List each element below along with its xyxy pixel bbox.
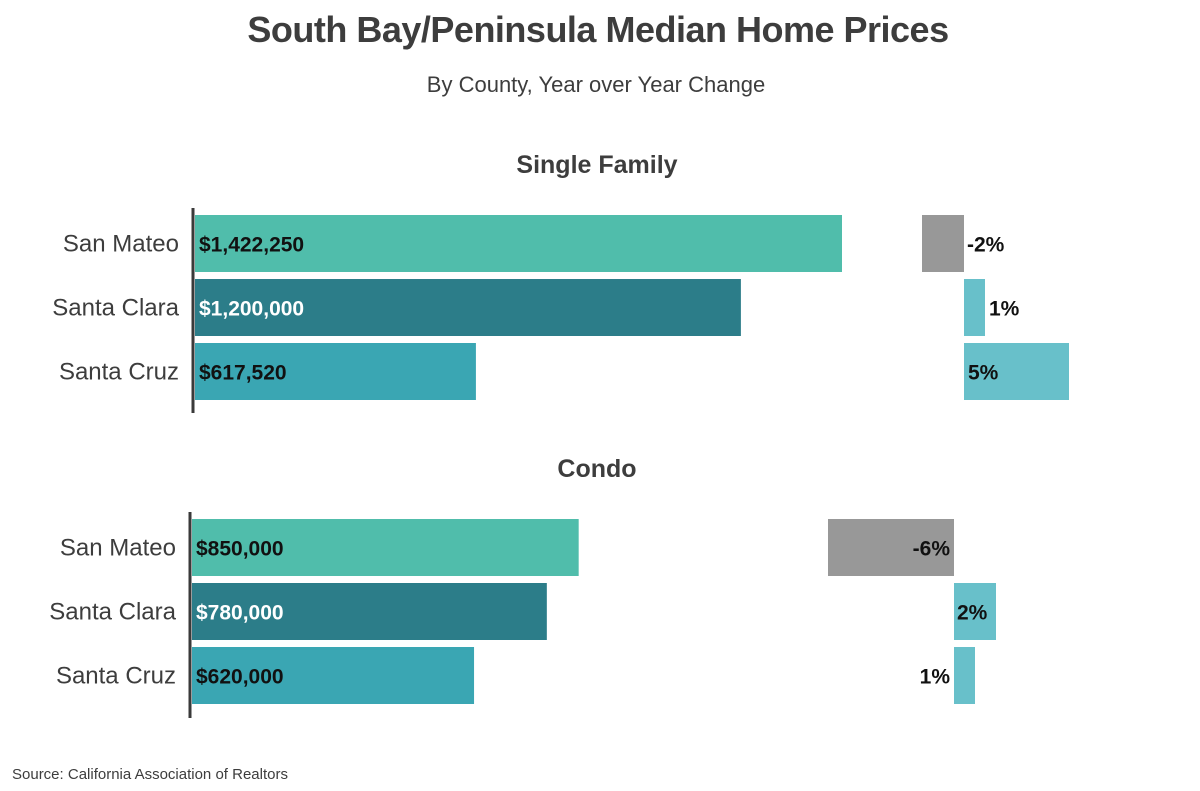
chart-title: South Bay/Peninsula Median Home Prices — [247, 9, 948, 50]
category-label: Santa Cruz — [56, 663, 176, 690]
change-label: -2% — [967, 234, 1005, 257]
value-label: $850,000 — [196, 538, 284, 561]
panels: Single Family San Mateo $1,422,250 -2% Santa… — [49, 151, 1069, 718]
change-label: 1% — [989, 298, 1020, 321]
bar-santa-cruz — [192, 647, 475, 704]
value-label: $1,422,250 — [199, 234, 304, 257]
bar-san-mateo — [195, 215, 842, 272]
panel-condo: Condo San Mateo $850,000 -6% Santa Clara $780… — [49, 455, 996, 718]
change-bar-santa-clara — [954, 583, 996, 640]
bar-san-mateo — [192, 519, 579, 576]
category-label: Santa Clara — [49, 599, 176, 626]
change-label: -6% — [913, 538, 951, 561]
change-bar-santa-clara — [964, 279, 985, 336]
change-bar-san-mateo — [828, 519, 954, 576]
source-note: Source: California Association of Realto… — [12, 766, 288, 783]
bar-santa-clara — [195, 279, 741, 336]
change-bar-santa-cruz — [964, 343, 1069, 400]
category-label: San Mateo — [60, 535, 176, 562]
category-label: Santa Clara — [52, 295, 179, 322]
bar-santa-clara — [192, 583, 547, 640]
change-label: 1% — [920, 666, 951, 689]
change-bar-santa-cruz — [954, 647, 975, 704]
category-label: San Mateo — [63, 231, 179, 258]
category-label: Santa Cruz — [59, 359, 179, 386]
value-label: $620,000 — [196, 666, 284, 689]
value-label: $780,000 — [196, 602, 284, 625]
change-label: 5% — [968, 362, 999, 385]
value-label: $617,520 — [199, 362, 287, 385]
value-label: $1,200,000 — [199, 298, 304, 321]
panel-title: Condo — [557, 455, 636, 483]
change-label: 2% — [957, 602, 988, 625]
change-bar-san-mateo — [922, 215, 964, 272]
chart-subtitle: By County, Year over Year Change — [427, 72, 765, 97]
panel-single-family: Single Family San Mateo $1,422,250 -2% Santa… — [52, 151, 1069, 413]
panel-title: Single Family — [516, 151, 677, 179]
bar-santa-cruz — [195, 343, 476, 400]
